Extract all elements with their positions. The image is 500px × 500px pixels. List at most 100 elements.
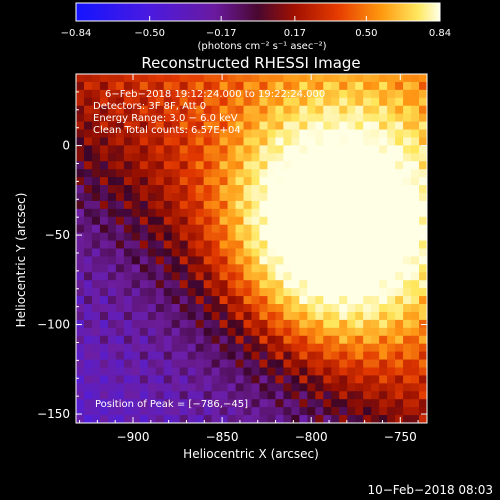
heatmap-cell: [331, 288, 340, 297]
heatmap-cell: [363, 415, 372, 423]
heatmap-cell: [155, 391, 165, 400]
heatmap-cell: [227, 137, 237, 146]
heatmap-cell: [227, 74, 237, 83]
heatmap-cell: [139, 192, 149, 202]
heatmap-cell: [83, 121, 93, 131]
heatmap-cell: [155, 319, 165, 329]
heatmap-cell: [251, 240, 261, 250]
heatmap-cell: [259, 311, 269, 321]
heatmap-cell: [155, 359, 165, 369]
heatmap-cell: [211, 161, 221, 170]
heatmap-cell: [283, 296, 292, 305]
heatmap-cell: [155, 145, 165, 154]
heatmap-cell: [235, 232, 245, 242]
heatmap-cell: [211, 343, 221, 353]
colorbar-tick-label: −0.50: [134, 28, 165, 39]
heatmap-cell: [76, 264, 85, 273]
x-tick-label: −900: [117, 430, 150, 444]
heatmap-cell: [219, 327, 229, 337]
heatmap-cell: [123, 319, 133, 329]
heatmap-cell: [315, 351, 324, 361]
heatmap-cell: [107, 367, 117, 377]
heatmap-cell: [76, 375, 85, 384]
heatmap-cell: [283, 311, 292, 321]
heatmap-cell: [219, 177, 229, 186]
heatmap-cell: [419, 407, 427, 416]
heatmap-cell: [315, 192, 324, 202]
heatmap-cell: [355, 97, 364, 107]
heatmap-cell: [355, 89, 364, 99]
heatmap-cell: [379, 208, 388, 218]
heatmap-cell: [83, 240, 93, 250]
heatmap-cell: [363, 256, 372, 265]
heatmap-cell: [323, 359, 332, 369]
heatmap-cell: [291, 343, 300, 353]
annotation-line: 6−Feb−2018 19:12:24.000 to 19:22:24.000: [105, 89, 325, 100]
heatmap-cell: [123, 224, 133, 234]
heatmap-cell: [227, 383, 237, 392]
heatmap-cell: [419, 264, 427, 273]
heatmap-cell: [259, 97, 269, 107]
heatmap-cell: [163, 280, 173, 289]
heatmap-cell: [315, 200, 324, 210]
heatmap-cell: [243, 153, 253, 162]
heatmap-cell: [283, 280, 292, 289]
heatmap-cell: [227, 89, 237, 99]
heatmap-cell: [379, 272, 388, 281]
heatmap-cell: [259, 343, 269, 353]
heatmap-cell: [379, 375, 388, 384]
heatmap-cell: [251, 327, 261, 337]
heatmap-cell: [83, 288, 93, 297]
heatmap-cell: [235, 264, 245, 273]
heatmap-cell: [219, 311, 229, 321]
heatmap-cell: [179, 415, 189, 423]
heatmap-cell: [131, 129, 141, 139]
heatmap-cell: [115, 208, 125, 218]
heatmap-cell: [211, 319, 221, 329]
heatmap-cell: [227, 145, 237, 154]
heatmap-cell: [307, 161, 316, 170]
heatmap-cell: [91, 192, 101, 202]
heatmap-cell: [83, 89, 93, 99]
heatmap-cell: [211, 311, 221, 321]
heatmap-cell: [267, 224, 277, 234]
heatmap-cell: [139, 319, 149, 329]
heatmap-cell: [339, 391, 348, 400]
heatmap-cell: [267, 177, 277, 186]
heatmap-cell: [259, 296, 269, 305]
heatmap-cell: [299, 335, 308, 345]
heatmap-cell: [211, 105, 221, 115]
heatmap-cell: [323, 129, 332, 139]
heatmap-cell: [323, 240, 332, 250]
heatmap-cell: [76, 145, 85, 154]
heatmap-cell: [387, 129, 396, 139]
heatmap-cell: [123, 367, 133, 377]
heatmap-cell: [419, 121, 427, 131]
heatmap-cell: [331, 375, 340, 384]
heatmap-cell: [99, 375, 109, 384]
heatmap-cell: [363, 240, 372, 250]
heatmap-cell: [411, 89, 420, 99]
heatmap-cell: [235, 391, 245, 400]
heatmap-cell: [195, 399, 205, 408]
heatmap-cell: [419, 200, 427, 210]
heatmap-cell: [115, 185, 125, 194]
heatmap-cell: [379, 240, 388, 250]
heatmap-cell: [403, 391, 412, 400]
heatmap-cell: [179, 105, 189, 115]
heatmap-cell: [203, 145, 213, 154]
heatmap-cell: [299, 240, 308, 250]
heatmap-cell: [267, 192, 277, 202]
heatmap-cell: [76, 415, 85, 423]
heatmap-cell: [83, 391, 93, 400]
heatmap-cell: [403, 248, 412, 258]
heatmap-cell: [139, 375, 149, 384]
heatmap-cell: [363, 185, 372, 194]
heatmap-cell: [363, 208, 372, 218]
heatmap-cell: [283, 216, 292, 226]
heatmap-cell: [347, 367, 356, 377]
heatmap-cell: [363, 137, 372, 146]
heatmap-cell: [355, 177, 364, 186]
heatmap-cell: [363, 145, 372, 154]
heatmap-cell: [83, 145, 93, 154]
